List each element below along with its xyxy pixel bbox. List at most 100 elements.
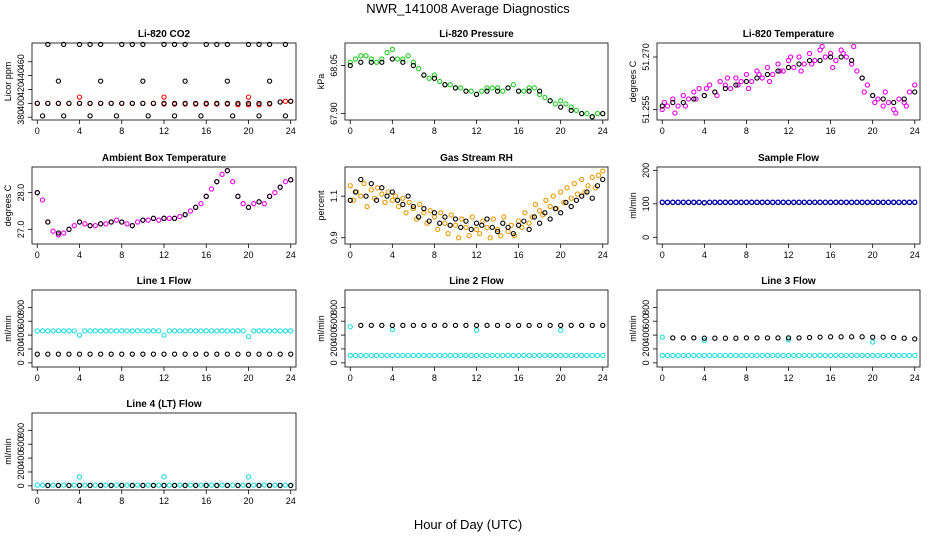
data-point <box>812 57 818 64</box>
data-point <box>82 221 88 227</box>
data-point <box>39 328 46 334</box>
y-tick-label: 400 <box>329 328 339 343</box>
data-point <box>670 352 676 359</box>
data-point <box>526 352 532 359</box>
data-point <box>219 328 225 334</box>
panel-7: Line 1 Flow 0 4 8 12 16 20 24 0 200400600800ml/mi… <box>3 276 297 383</box>
data-point <box>526 226 532 233</box>
data-point <box>288 177 294 183</box>
data-point <box>452 352 459 359</box>
data-point <box>119 328 125 334</box>
x-tick-label: 12 <box>783 373 793 383</box>
data-point <box>912 89 918 95</box>
data-point <box>531 214 538 220</box>
data-point <box>722 335 729 341</box>
data-point <box>558 322 564 329</box>
data-point <box>224 351 231 357</box>
data-point <box>600 322 606 329</box>
y-tick-label: 600 <box>641 314 651 329</box>
x-tick-label: 24 <box>598 250 608 260</box>
x-tick-label: 16 <box>201 496 211 506</box>
data-point <box>848 199 855 205</box>
data-point <box>515 222 522 228</box>
data-point <box>87 100 93 107</box>
data-point <box>701 352 707 359</box>
data-point <box>187 208 194 214</box>
data-point <box>885 99 892 106</box>
data-point <box>119 41 125 48</box>
data-point <box>500 88 506 94</box>
data-point <box>864 352 871 359</box>
data-point <box>140 328 146 334</box>
data-point <box>129 223 135 229</box>
data-point <box>400 201 406 208</box>
data-point <box>448 212 454 218</box>
data-point <box>214 41 220 48</box>
data-point <box>108 100 114 107</box>
data-point <box>368 180 374 187</box>
data-point <box>584 110 590 117</box>
data-point <box>806 50 813 57</box>
panel-9: Line 3 Flow 0 4 8 12 16 20 24 0 200400600800ml/mi… <box>628 276 921 383</box>
data-point <box>240 328 246 334</box>
data-point <box>97 482 104 489</box>
data-point <box>796 335 802 341</box>
data-point <box>806 57 813 64</box>
data-point <box>568 104 574 110</box>
data-point <box>166 328 172 334</box>
data-point <box>134 328 141 334</box>
data-point <box>379 56 385 62</box>
data-point <box>66 100 72 107</box>
data-point <box>806 334 813 341</box>
panel-10: Line 4 (LT) Flow 0 4 8 12 16 20 24 0 200400600800… <box>3 399 297 506</box>
data-point <box>45 351 51 357</box>
data-point <box>368 59 374 65</box>
data-point <box>394 56 401 62</box>
data-point <box>256 482 262 489</box>
data-point <box>256 328 262 334</box>
data-point <box>480 218 486 224</box>
panel-title: Sample Flow <box>758 153 819 164</box>
x-tick-label: 8 <box>744 250 749 260</box>
data-point <box>140 482 146 489</box>
data-point <box>469 214 475 220</box>
panel-4: Ambient Box Temperature 0 4 8 12 16 20 24 27.0 28… <box>3 153 297 260</box>
data-point <box>410 322 417 329</box>
data-point <box>55 100 62 107</box>
data-point <box>901 352 907 359</box>
x-tick-label: 20 <box>868 126 878 136</box>
data-point <box>787 54 794 60</box>
data-point <box>442 352 448 359</box>
data-point <box>203 193 209 199</box>
data-point <box>229 113 236 119</box>
data-point <box>558 98 564 104</box>
data-point <box>775 335 781 341</box>
data-point <box>759 75 765 81</box>
x-tick-label: 0 <box>348 126 353 136</box>
data-point <box>421 205 427 212</box>
data-point <box>161 100 167 107</box>
data-point <box>473 352 480 359</box>
data-point <box>103 482 109 488</box>
data-point <box>193 204 199 210</box>
data-point <box>579 193 585 199</box>
data-point <box>187 328 194 334</box>
data-point <box>759 352 765 359</box>
data-point <box>521 88 527 94</box>
data-point <box>203 41 209 48</box>
data-point <box>358 352 364 359</box>
data-point <box>595 172 602 178</box>
plot-frame <box>656 166 921 245</box>
data-point <box>193 328 199 334</box>
data-point <box>550 193 556 199</box>
data-point <box>426 75 432 81</box>
data-point <box>229 328 236 334</box>
panel-title: Line 2 Flow <box>449 276 504 287</box>
data-point <box>812 352 818 359</box>
data-point <box>775 61 781 67</box>
data-point <box>558 189 564 195</box>
data-point <box>182 328 188 334</box>
data-point <box>594 110 601 117</box>
x-tick-label: 16 <box>514 373 524 383</box>
data-point <box>87 41 93 48</box>
